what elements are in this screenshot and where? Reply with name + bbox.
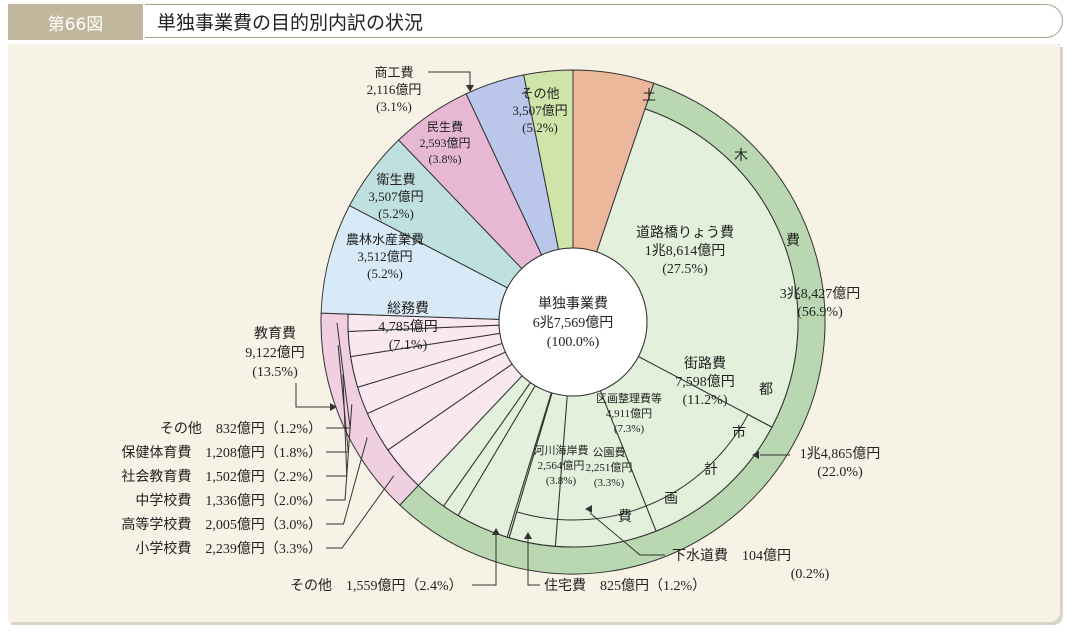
city-planning-percent-label: (22.0%): [817, 465, 863, 480]
slice-percent-label: (3.8%): [429, 152, 462, 166]
slice-label: 小学校費 2,239億円（3.3%）: [135, 540, 322, 557]
leader-line: [472, 534, 497, 586]
slice-value-label: 3,507億円: [512, 103, 567, 118]
education-name-label: 教育費: [254, 326, 296, 342]
center-name-label: 単独事業費: [538, 296, 608, 312]
leader-arrow: [524, 532, 532, 539]
center-value-label: 6兆7,569億円: [533, 315, 614, 331]
slice-value-label: 4,911億円: [606, 407, 652, 420]
slice-percent-label: (7.3%): [614, 423, 645, 435]
slice-percent-label: (3.1%): [376, 99, 412, 114]
education-value-label: 9,122億円: [245, 345, 305, 361]
civil-value-label: 3兆8,427億円: [780, 286, 861, 302]
slice-name-label: 総務費: [387, 301, 429, 317]
slice-value-label: 7,598億円: [675, 374, 735, 390]
slice-name-label: 河川海岸費: [534, 443, 589, 457]
slice-percent-label: (11.2%): [683, 393, 728, 408]
slice-label: その他 832億円（1.2%）: [160, 421, 322, 437]
slice-name-label: 衛生費: [376, 172, 415, 187]
slice-percent-label: (0.2%): [791, 567, 830, 582]
slice-label: 下水道費 104億円: [672, 548, 791, 564]
center-circle: [498, 247, 648, 397]
slice-name-label: 区画整理費等: [596, 391, 662, 405]
slice-percent-label: (5.2%): [367, 266, 403, 281]
city-planning-char: 市: [732, 424, 746, 441]
inner-ring: [320, 69, 799, 548]
slice-name-label: 農林水産業費: [346, 232, 424, 247]
slice-percent-label: (27.5%): [662, 262, 708, 277]
slice-label: 社会教育費 1,502億円（2.2%）: [121, 469, 322, 485]
leader-arrow: [585, 505, 592, 513]
leader-arrow: [492, 528, 500, 535]
slice-value-label: 2,593億円: [419, 136, 470, 150]
slice-value-label: 3,512億円: [357, 249, 412, 264]
education-percent-label: (13.5%): [252, 365, 298, 380]
city-planning-char: 都: [759, 382, 773, 398]
city-planning-value-label: 1兆4,865億円: [800, 446, 881, 462]
figure-title: 単独事業費の目的別内訳の状況: [145, 4, 1063, 38]
city-planning-boundary: [747, 414, 773, 428]
city-planning-boundary: [508, 511, 518, 538]
slice-value-label: 1兆8,614億円: [645, 243, 726, 259]
leader-line: [428, 71, 471, 86]
slice-label: 保健体育費 1,208億円（1.8%）: [121, 445, 322, 461]
leader-arrow: [466, 85, 474, 92]
city-planning-arc: [516, 414, 749, 521]
slice-label: その他 1,559億円（2.4%）: [290, 578, 463, 594]
slice-value-label: 2,251億円: [586, 461, 633, 474]
leader-line: [326, 475, 395, 549]
slice-value-label: 2,564億円: [538, 459, 585, 472]
civil-vertical-char: 土: [642, 88, 656, 104]
slice-value-label: 4,785億円: [378, 319, 438, 335]
figure-label: 第66図: [8, 4, 143, 40]
slice-name-label: 街路費: [684, 356, 726, 372]
center-percent-label: (100.0%): [547, 335, 600, 350]
civil-vertical-char: 木: [734, 148, 748, 164]
center-hole: 単独事業費 6兆7,569億円 (100.0%): [498, 247, 648, 397]
slice-percent-label: (7.1%): [389, 338, 428, 353]
leader-arrow: [752, 451, 759, 459]
slice-label: 住宅費 825億円（1.2%）: [544, 578, 706, 594]
slice-label: 中学校費 1,336億円（2.0%）: [135, 492, 322, 509]
slice-labels: その他 3,507億円 (5.2%) 道路橋りょう費 1兆8,614億円 (27.5%) 街…: [121, 65, 880, 594]
leader-line: [326, 404, 353, 501]
slice-percent-label: (5.2%): [378, 206, 414, 221]
slice-name-label: 公園費: [593, 445, 626, 459]
slice-value-label: 3,507億円: [368, 189, 423, 204]
pie-chart: 単独事業費 6兆7,569億円 (100.0%) その他 3,507億円 (5.2%) 道…: [121, 65, 880, 594]
slice-value-label: 2,116億円: [367, 82, 422, 97]
leader-line: [326, 437, 368, 525]
slice-percent-label: (3.8%): [546, 475, 577, 487]
leader-line: [295, 383, 330, 408]
slice-percent-label: (3.3%): [594, 477, 625, 489]
city-planning-char: 画: [664, 492, 678, 507]
slice-name-label: 商工費: [374, 65, 413, 80]
chart-panel: 単独事業費 6兆7,569億円 (100.0%) その他 3,507億円 (5.2%) 道…: [8, 44, 1060, 622]
civil-vertical-char: 費: [786, 233, 800, 249]
slice-name-label: 道路橋りょう費: [636, 225, 734, 241]
leader-arrow: [330, 403, 337, 411]
city-planning-char: 費: [618, 509, 632, 525]
slice-name-label: 民生費: [427, 119, 463, 134]
slice-label: 高等学校費 2,005億円（3.0%）: [121, 516, 322, 533]
leader-lines: [295, 71, 790, 586]
city-planning-char: 計: [704, 462, 718, 478]
slice-percent-label: (5.2%): [522, 120, 558, 135]
leader-line: [589, 512, 665, 556]
slice-name-label: その他: [520, 86, 559, 101]
civil-percent-label: (56.9%): [797, 305, 843, 320]
leader-line: [527, 538, 540, 586]
